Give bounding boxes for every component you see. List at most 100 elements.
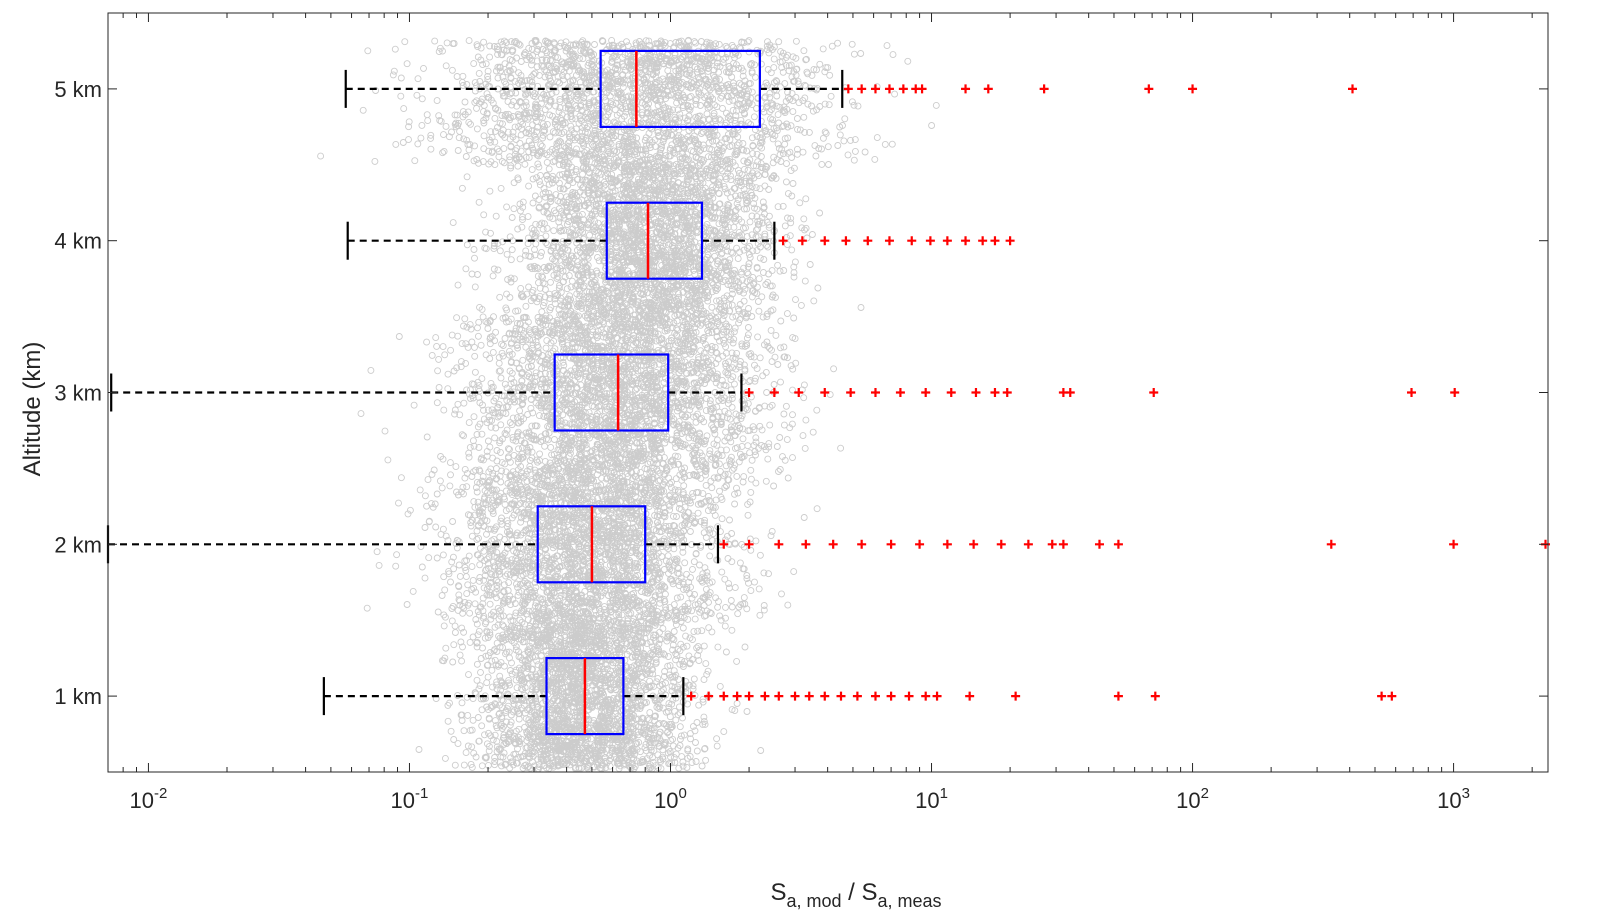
- outlier-point: [1144, 84, 1154, 94]
- outlier-point: [895, 388, 905, 397]
- outlier-point: [852, 691, 862, 701]
- outlier-point: [917, 84, 927, 94]
- outlier-point: [769, 388, 779, 397]
- outlier-point: [820, 388, 830, 397]
- outlier-point: [1407, 388, 1417, 397]
- y-tick-label: 2 km: [54, 532, 102, 557]
- x-axis-label: Sa, mod / Sa, meas: [770, 879, 941, 911]
- box-4km: [346, 201, 1015, 280]
- outlier-point: [969, 539, 979, 549]
- box-5km: [344, 49, 1357, 129]
- x-tick-label: 10-2: [130, 785, 168, 813]
- outlier-point: [965, 691, 975, 701]
- outlier-point: [732, 691, 742, 701]
- y-axis-label: Altitude (km): [19, 342, 46, 477]
- outlier-point: [1326, 539, 1336, 549]
- x-tick-label: 101: [915, 785, 948, 813]
- y-tick-label: 1 km: [54, 684, 102, 709]
- outlier-point: [774, 691, 784, 701]
- outlier-point: [942, 236, 952, 246]
- outlier-point: [1113, 539, 1123, 549]
- x-tick-label: 10-1: [391, 785, 429, 813]
- outlier-point: [996, 539, 1006, 549]
- outlier-point: [774, 539, 784, 549]
- outlier-point: [744, 388, 754, 397]
- box-1km: [322, 656, 1397, 736]
- y-tick-label: 4 km: [54, 229, 102, 254]
- outlier-point: [1094, 539, 1104, 549]
- outlier-point: [846, 388, 856, 397]
- axes: 10-2 10-1 100 101 102 103 1 km 2 km 3 km 4 km 5 km: [54, 12, 1549, 813]
- outlier-point: [828, 539, 838, 549]
- outlier-point: [841, 236, 851, 246]
- outlier-point: [863, 236, 873, 246]
- plot-area: [106, 49, 1551, 736]
- outlier-point: [1058, 539, 1068, 549]
- outlier-point: [971, 388, 981, 397]
- iqr-box: [605, 201, 704, 280]
- y-tick-label: 5 km: [54, 77, 102, 102]
- outlier-point: [1348, 84, 1357, 94]
- outlier-point: [843, 84, 853, 94]
- outlier-point: [1113, 691, 1123, 701]
- x-tick-label: 102: [1176, 785, 1209, 813]
- outlier-point: [1449, 539, 1459, 549]
- outlier-point: [744, 539, 754, 549]
- outlier-point: [719, 691, 729, 701]
- outlier-point: [898, 84, 908, 94]
- outlier-point: [686, 691, 696, 701]
- outlier-point: [760, 691, 770, 701]
- outlier-point: [921, 691, 931, 701]
- outlier-point: [961, 84, 971, 94]
- outlier-point: [921, 388, 931, 397]
- outlier-point: [790, 691, 800, 701]
- outlier-point: [1377, 691, 1387, 701]
- outlier-point: [1039, 84, 1049, 94]
- outlier-point: [857, 539, 867, 549]
- outlier-point: [942, 539, 952, 549]
- outlier-point: [704, 691, 714, 701]
- outlier-point: [990, 236, 1000, 246]
- outlier-point: [961, 236, 971, 246]
- outlier-point: [925, 236, 935, 246]
- outlier-point: [946, 388, 956, 397]
- outlier-point: [1047, 539, 1057, 549]
- outlier-point: [1023, 539, 1033, 549]
- outlier-point: [820, 691, 830, 701]
- outlier-point: [915, 539, 925, 549]
- outlier-point: [820, 236, 830, 246]
- box-3km: [110, 353, 1460, 432]
- outlier-point: [797, 236, 807, 246]
- outlier-point: [801, 539, 811, 549]
- outlier-point: [1149, 388, 1159, 397]
- outlier-point: [778, 236, 788, 246]
- outlier-point: [1065, 388, 1075, 397]
- outlier-point: [932, 691, 942, 701]
- outlier-point: [744, 691, 754, 701]
- outlier-point: [1387, 691, 1397, 701]
- outlier-point: [884, 84, 894, 94]
- iqr-box: [599, 49, 761, 129]
- outlier-point: [857, 84, 867, 94]
- outlier-point: [870, 388, 880, 397]
- outlier-point: [1005, 236, 1015, 246]
- outlier-point: [886, 691, 896, 701]
- outlier-point: [870, 691, 880, 701]
- outlier-point: [836, 691, 846, 701]
- outlier-point: [990, 388, 1000, 397]
- outlier-point: [804, 691, 814, 701]
- x-tick-label: 103: [1437, 785, 1470, 813]
- outlier-point: [794, 388, 804, 397]
- outlier-point: [907, 236, 917, 246]
- outlier-point: [978, 236, 988, 246]
- outlier-point: [983, 84, 993, 94]
- y-tick-label: 3 km: [54, 381, 102, 406]
- outlier-point: [1002, 388, 1012, 397]
- outlier-point: [1188, 84, 1198, 94]
- x-tick-label: 100: [654, 785, 687, 813]
- outlier-point: [884, 236, 894, 246]
- outlier-point: [1450, 388, 1460, 397]
- outlier-point: [886, 539, 896, 549]
